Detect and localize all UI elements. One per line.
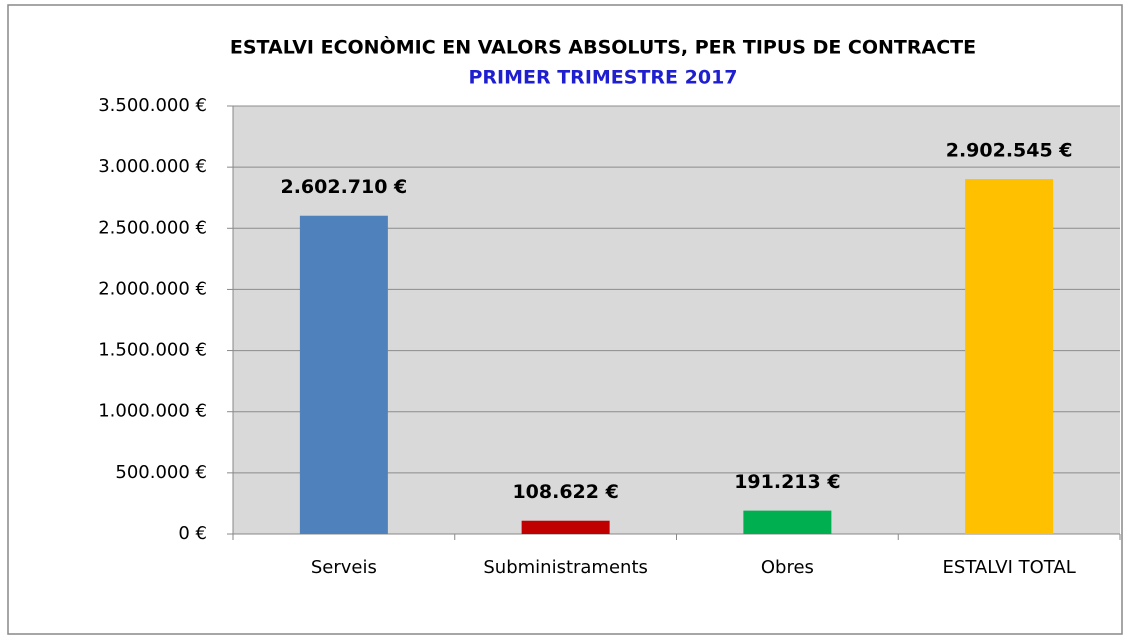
- chart-subtitle: PRIMER TRIMESTRE 2017: [468, 67, 737, 89]
- bar: [965, 179, 1054, 534]
- value-label: 2.902.545 €: [946, 140, 1073, 162]
- x-tick-label: Subministraments: [483, 557, 648, 578]
- y-tick-label: 500.000 €: [115, 462, 207, 483]
- y-tick-label: 3.000.000 €: [98, 156, 207, 177]
- y-tick-label: 0 €: [178, 523, 207, 544]
- chart-title: ESTALVI ECONÒMIC EN VALORS ABSOLUTS, PER…: [230, 35, 976, 59]
- x-tick-label: Obres: [761, 557, 814, 578]
- x-tick-label: ESTALVI TOTAL: [943, 557, 1076, 578]
- value-label: 108.622 €: [512, 481, 618, 503]
- bar: [743, 510, 832, 534]
- value-label: 2.602.710 €: [280, 176, 407, 198]
- y-tick-label: 3.500.000 €: [98, 95, 207, 116]
- y-tick-label: 1.000.000 €: [98, 401, 207, 422]
- x-tick-label: Serveis: [311, 557, 377, 578]
- y-tick-label: 2.000.000 €: [98, 278, 207, 299]
- bar: [521, 520, 610, 534]
- y-tick-label: 1.500.000 €: [98, 340, 207, 361]
- value-label: 191.213 €: [734, 471, 840, 493]
- bar: [299, 215, 388, 534]
- y-tick-label: 2.500.000 €: [98, 217, 207, 238]
